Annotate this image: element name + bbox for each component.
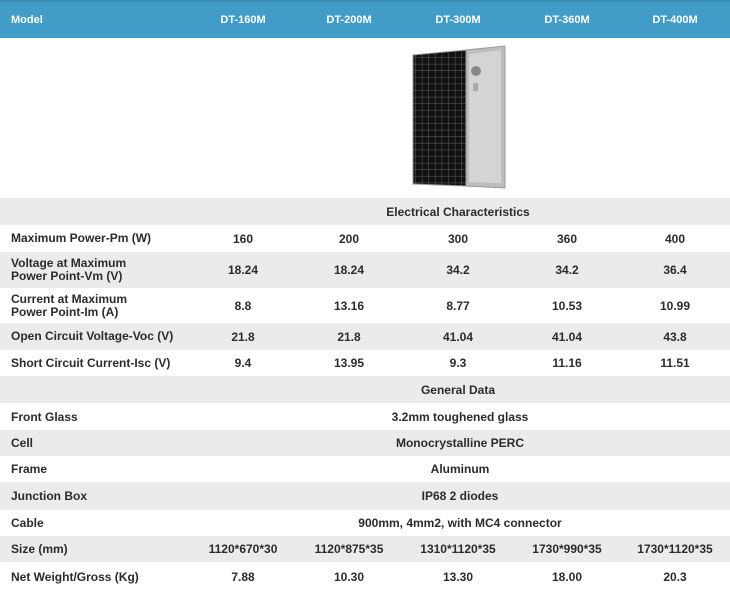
- row-label: Junction Box: [11, 489, 88, 503]
- row-label: Frame: [11, 462, 48, 476]
- cell: 8.8: [234, 298, 252, 313]
- table-row: Junction Box IP68 2 diodes: [0, 482, 730, 510]
- row-label: Voltage at Maximum Power Point-Vm (V): [11, 256, 127, 283]
- table-row: Front Glass 3.2mm toughened glass: [0, 403, 730, 430]
- row-label: Current at Maximum Power Point-Im (A): [11, 291, 128, 319]
- cell: 21.8: [231, 329, 255, 344]
- model-header: Model: [11, 13, 43, 26]
- cell: 13.16: [333, 298, 365, 313]
- model-col: DT-160M: [220, 14, 266, 26]
- solar-panel-image: [0, 38, 730, 198]
- cell: 43.8: [663, 329, 687, 344]
- cell: 900mm, 4mm2, with MC4 connector: [358, 516, 562, 530]
- model-col: DT-400M: [652, 14, 698, 26]
- cell: 360: [556, 231, 578, 246]
- cell: 3.2mm toughened glass: [391, 409, 529, 424]
- cell: 8.77: [446, 298, 470, 313]
- table-row: Maximum Power-Pm (W) 160 200 300 360 400: [0, 225, 730, 252]
- cell: 400: [664, 231, 686, 246]
- cell: 41.04: [551, 329, 583, 344]
- cell: IP68 2 diodes: [421, 489, 499, 503]
- cell: Monocrystalline PERC: [395, 436, 525, 450]
- table-row: Voltage at Maximum Power Point-Vm (V) 18…: [0, 252, 730, 288]
- row-label: Cable: [11, 516, 44, 530]
- model-col: DT-200M: [326, 14, 372, 26]
- section-general: General Data: [0, 376, 730, 403]
- model-col: DT-360M: [544, 14, 590, 26]
- table-row: Current at Maximum Power Point-Im (A) 8.…: [0, 288, 730, 323]
- row-label: Maximum Power-Pm (W): [11, 231, 152, 245]
- table-row: Cable 900mm, 4mm2, with MC4 connector: [0, 510, 730, 536]
- cell: 13.30: [442, 570, 474, 584]
- cell: 200: [338, 231, 360, 246]
- cell: 34.2: [555, 263, 579, 277]
- row-label: Size (mm): [11, 541, 68, 556]
- cell: 18.24: [333, 263, 365, 277]
- cell: 10.53: [551, 298, 583, 313]
- cell: 18.00: [551, 570, 583, 584]
- table-row: Open Circuit Voltage-Voc (V) 21.8 21.8 4…: [0, 323, 730, 350]
- section-title: General Data: [420, 382, 496, 397]
- cell: 34.2: [446, 263, 470, 277]
- table-header: Model DT-160M DT-200M DT-300M DT-360M DT…: [0, 0, 730, 38]
- cell: 10.30: [333, 570, 365, 584]
- cell: 21.8: [337, 329, 361, 344]
- cell: 160: [232, 231, 254, 246]
- cell: 1730*990*35: [532, 542, 602, 556]
- table-row: Short Circuit Current-Isc (V) 9.4 13.95 …: [0, 350, 730, 376]
- cell: 11.16: [552, 356, 582, 370]
- model-col: DT-300M: [435, 14, 481, 26]
- cell: 13.95: [333, 356, 365, 370]
- row-label: Front Glass: [11, 409, 78, 424]
- cell: 1120*670*30: [208, 542, 278, 556]
- cell: 9.3: [449, 356, 467, 370]
- cell: 18.24: [227, 263, 259, 277]
- cell: 20.3: [663, 570, 687, 584]
- cell: 10.99: [659, 298, 691, 313]
- cell: 1120*875*35: [314, 542, 384, 556]
- row-label: Open Circuit Voltage-Voc (V): [11, 329, 174, 343]
- cell: 300: [447, 231, 469, 246]
- cell: 1310*1120*35: [420, 542, 496, 556]
- row-label: Net Weight/Gross (Kg): [11, 569, 139, 584]
- section-electrical: Electrical Characteristics: [0, 198, 730, 225]
- cell: 7.88: [231, 570, 255, 584]
- cell: Aluminum: [430, 462, 490, 476]
- table-row: Net Weight/Gross (Kg) 7.88 10.30 13.30 1…: [0, 562, 730, 592]
- cell: 9.4: [234, 356, 252, 370]
- cell: 36.4: [663, 263, 687, 277]
- table-row: Frame Aluminum: [0, 456, 730, 482]
- table-row: Cell Monocrystalline PERC: [0, 430, 730, 456]
- cell: 41.04: [442, 329, 474, 344]
- cell: 11.51: [660, 356, 690, 370]
- cell: 1730*1120*35: [637, 542, 713, 556]
- row-label: Cell: [11, 436, 34, 450]
- row-label: Short Circuit Current-Isc (V): [11, 355, 171, 370]
- section-title: Electrical Characteristics: [386, 204, 530, 219]
- table-row: Size (mm) 1120*670*30 1120*875*35 1310*1…: [0, 536, 730, 562]
